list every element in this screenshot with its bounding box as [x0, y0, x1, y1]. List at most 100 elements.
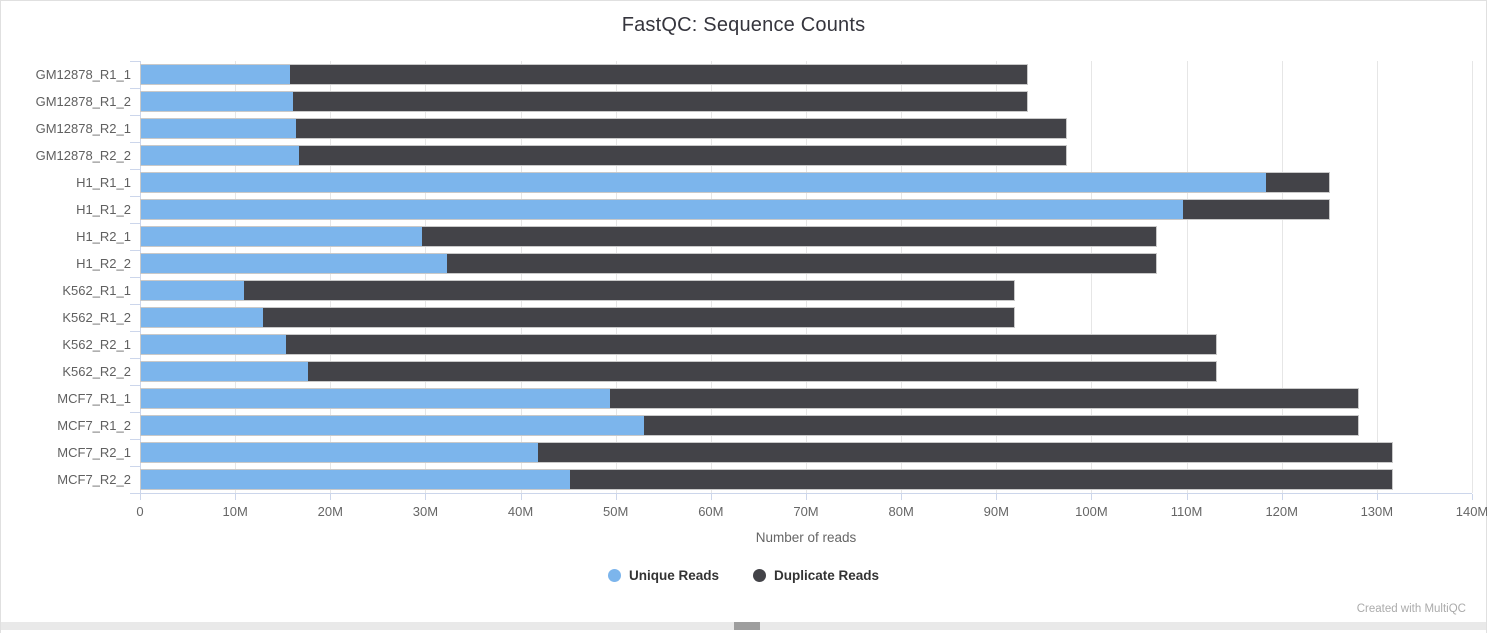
- duplicate-reads-bar[interactable]: [140, 415, 1359, 436]
- duplicate-reads-bar[interactable]: [140, 280, 1016, 301]
- x-axis-tick: [1091, 494, 1093, 500]
- x-axis-tick: [330, 494, 332, 500]
- duplicate-reads-bar[interactable]: [140, 307, 1016, 328]
- legend-item[interactable]: Duplicate Reads: [752, 568, 880, 583]
- unique-reads-bar[interactable]: [141, 443, 539, 462]
- bar-track: [140, 442, 1472, 463]
- x-axis-tick-label: 60M: [698, 504, 724, 519]
- unique-reads-bar[interactable]: [141, 389, 611, 408]
- duplicate-reads-bar[interactable]: [140, 442, 1394, 463]
- x-axis-tick: [710, 494, 712, 500]
- unique-reads-bar[interactable]: [141, 65, 291, 84]
- plot-area[interactable]: GM12878_R1_1 GM12878_R1_2 GM12878_R2_1 GM12…: [1, 61, 1473, 494]
- x-axis-tick-label: 80M: [888, 504, 914, 519]
- bar-row: GM12878_R2_1: [1, 115, 1472, 142]
- x-axis-tick: [235, 494, 237, 500]
- legend-label: Duplicate Reads: [773, 568, 880, 583]
- unique-reads-bar[interactable]: [141, 362, 309, 381]
- gridline: [520, 61, 522, 493]
- x-axis-tick: [1472, 494, 1473, 500]
- duplicate-reads-bar[interactable]: [140, 118, 1067, 139]
- gridline: [996, 61, 998, 493]
- y-axis-tick: [130, 250, 140, 251]
- bar-track: [140, 145, 1472, 166]
- y-axis-tick: [130, 88, 140, 89]
- unique-reads-bar[interactable]: [141, 200, 1183, 219]
- unique-reads-bar[interactable]: [141, 119, 296, 138]
- unique-reads-bar[interactable]: [141, 470, 571, 489]
- bar-track: [140, 307, 1472, 328]
- y-axis-tick: [130, 331, 140, 332]
- x-axis-tick-label: 130M: [1360, 504, 1394, 519]
- unique-reads-bar[interactable]: [141, 308, 263, 327]
- y-axis-label: H1_R2_2: [76, 256, 131, 271]
- y-axis-label: MCF7_R1_2: [57, 418, 131, 433]
- y-axis-tick: [130, 439, 140, 440]
- duplicate-reads-bar[interactable]: [140, 469, 1394, 490]
- x-axis-tick: [140, 494, 141, 500]
- horizontal-scrollbar[interactable]: [1, 622, 1486, 630]
- bar-track: [140, 172, 1472, 193]
- legend-item[interactable]: Unique Reads: [607, 568, 719, 583]
- gridline: [425, 61, 427, 493]
- unique-reads-bar[interactable]: [141, 227, 423, 246]
- y-axis-label: GM12878_R1_2: [35, 94, 131, 109]
- bar-track: [140, 334, 1472, 355]
- x-axis-tick: [1376, 494, 1378, 500]
- duplicate-reads-bar[interactable]: [140, 334, 1218, 355]
- x-axis-tick-label: 110M: [1170, 504, 1203, 519]
- duplicate-reads-bar[interactable]: [140, 172, 1331, 193]
- gridline: [806, 61, 807, 493]
- gridline: [710, 61, 712, 493]
- scrollbar-thumb[interactable]: [734, 622, 760, 630]
- multiqc-credit: Created with MultiQC: [1356, 603, 1466, 615]
- legend: Unique Reads Duplicate Reads: [1, 568, 1486, 583]
- duplicate-reads-bar[interactable]: [140, 91, 1028, 112]
- unique-reads-bar[interactable]: [141, 335, 287, 354]
- x-axis-tick: [520, 494, 522, 500]
- x-axis-tick: [806, 494, 807, 500]
- duplicate-reads-bar[interactable]: [140, 388, 1359, 409]
- y-axis-label: K562_R1_1: [62, 283, 131, 298]
- gridline: [140, 61, 141, 493]
- duplicate-reads-bar[interactable]: [140, 226, 1158, 247]
- bar-track: [140, 415, 1472, 436]
- bar-track: [140, 91, 1472, 112]
- bar-track: [140, 361, 1472, 382]
- duplicate-reads-bar[interactable]: [140, 64, 1028, 85]
- unique-reads-bar[interactable]: [141, 254, 447, 273]
- bar-row: K562_R2_2: [1, 358, 1472, 385]
- x-axis: 0 10M 20M 30M 40M 50M 60M 70M 80M 90M 100M 110M 120M…: [136, 493, 1487, 527]
- gridline: [1186, 61, 1188, 493]
- unique-reads-bar[interactable]: [141, 281, 244, 300]
- bar-row: GM12878_R1_1: [1, 61, 1472, 88]
- y-axis-label: H1_R1_2: [76, 202, 131, 217]
- gridline: [235, 61, 237, 493]
- gridline: [330, 61, 332, 493]
- y-axis-tick: [130, 277, 140, 278]
- legend-label: Unique Reads: [628, 568, 719, 583]
- y-axis-label: MCF7_R2_2: [57, 472, 131, 487]
- bar-row: MCF7_R1_2: [1, 412, 1472, 439]
- bar-row: MCF7_R2_2: [1, 466, 1472, 493]
- x-axis-tick: [1281, 494, 1283, 500]
- x-axis-tick-label: 140M: [1455, 504, 1487, 519]
- bar-track: [140, 226, 1472, 247]
- x-axis-tick-label: 70M: [793, 504, 819, 519]
- duplicate-reads-bar[interactable]: [140, 199, 1331, 220]
- unique-reads-bar[interactable]: [141, 92, 293, 111]
- duplicate-reads-bar[interactable]: [140, 145, 1067, 166]
- y-axis-label: MCF7_R2_1: [57, 445, 131, 460]
- y-axis-tick: [130, 61, 140, 62]
- x-axis-tick-label: 50M: [603, 504, 629, 519]
- duplicate-reads-bar[interactable]: [140, 253, 1158, 274]
- duplicate-reads-bar[interactable]: [140, 361, 1218, 382]
- unique-reads-bar[interactable]: [141, 146, 299, 165]
- bar-track: [140, 64, 1472, 85]
- x-axis-tick-label: 90M: [983, 504, 1009, 519]
- y-axis-label: GM12878_R1_1: [35, 67, 131, 82]
- unique-reads-bar[interactable]: [141, 173, 1266, 192]
- y-axis-label: GM12878_R2_1: [35, 121, 131, 136]
- unique-reads-bar[interactable]: [141, 416, 645, 435]
